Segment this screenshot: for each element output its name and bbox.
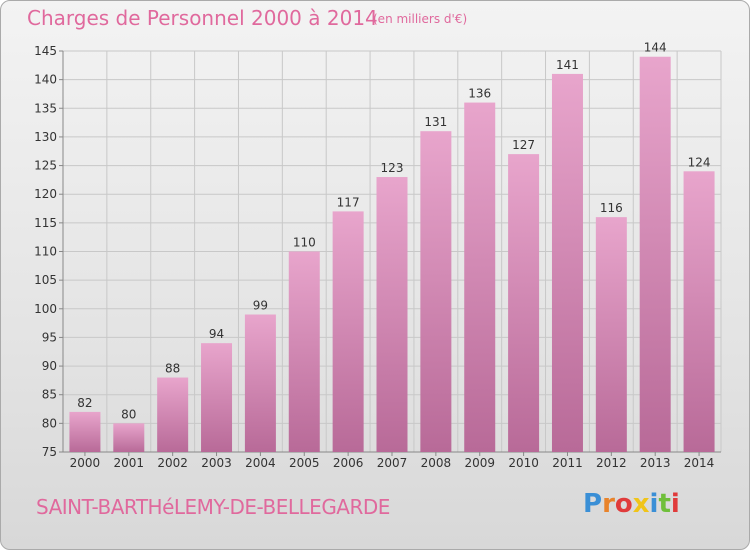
proxiti-logo: Proxiti [583, 489, 680, 519]
bar [464, 102, 496, 453]
x-tick-label: 2013 [640, 456, 671, 470]
logo-letter: t [658, 489, 671, 519]
data-label: 141 [556, 58, 579, 72]
data-label: 131 [424, 115, 447, 129]
x-tick-label: 2001 [114, 456, 145, 470]
y-tick-label: 110 [34, 245, 57, 259]
bar [551, 73, 583, 453]
bar [639, 56, 671, 452]
data-label: 116 [600, 201, 623, 215]
data-label: 117 [337, 195, 360, 209]
chart-title: Charges de Personnel 2000 à 2014 [27, 6, 378, 30]
bar [157, 377, 189, 452]
data-label: 124 [688, 155, 711, 169]
logo-letter: r [602, 489, 615, 519]
data-labels: 82 80 88 94 99 110 117 123 131 136 127 141 116 144 124 [77, 41, 710, 422]
y-tick-label: 80 [42, 416, 57, 430]
x-tick-label: 2009 [464, 456, 495, 470]
y-tick-label: 135 [34, 101, 57, 115]
bar [595, 217, 627, 452]
x-tick-label: 2011 [552, 456, 583, 470]
data-label: 99 [253, 299, 268, 313]
data-label: 94 [209, 327, 224, 341]
y-tick-label: 100 [34, 302, 57, 316]
bar [683, 171, 715, 453]
data-label: 144 [644, 41, 667, 55]
bar [332, 211, 364, 452]
bar [288, 251, 320, 452]
logo-letter: o [614, 489, 633, 519]
commune-name: SAINT-BARTHéLEMY-DE-BELLEGARDE [36, 495, 390, 519]
y-tick-label: 140 [34, 73, 57, 87]
y-tick-label: 85 [42, 388, 57, 402]
x-tick-label: 2014 [684, 456, 715, 470]
data-label: 127 [512, 138, 535, 152]
data-label: 82 [77, 396, 92, 410]
x-tick-label: 2003 [201, 456, 232, 470]
x-tick-label: 2002 [157, 456, 188, 470]
x-tick-label: 2004 [245, 456, 276, 470]
x-tick-label: 2000 [70, 456, 101, 470]
x-tick-label: 2007 [377, 456, 408, 470]
x-tick-label: 2010 [508, 456, 539, 470]
bar [69, 411, 101, 452]
data-label: 136 [468, 87, 491, 101]
y-tick-label: 120 [34, 187, 57, 201]
x-tick-label: 2012 [596, 456, 627, 470]
bar [376, 177, 408, 452]
y-tick-label: 130 [34, 130, 57, 144]
y-tick-label: 125 [34, 159, 57, 173]
y-tick-label: 75 [42, 445, 57, 459]
bar [420, 131, 452, 452]
x-tick-label: 2005 [289, 456, 320, 470]
bar [113, 423, 145, 452]
logo-letter: i [649, 489, 659, 519]
logo-letter: i [670, 489, 680, 519]
y-tick-label: 90 [42, 359, 57, 373]
chart-unit-label: (en milliers d'€) [373, 12, 468, 26]
logo-letter: P [583, 489, 603, 519]
data-label: 123 [381, 161, 404, 175]
y-tick-label: 115 [34, 216, 57, 230]
data-label: 110 [293, 236, 316, 250]
bar [201, 343, 233, 452]
data-label: 88 [165, 362, 180, 376]
y-tick-label: 145 [34, 44, 57, 58]
x-tick-label: 2008 [421, 456, 452, 470]
y-tick-label: 105 [34, 273, 57, 287]
data-label: 80 [121, 407, 136, 421]
x-tick-label: 2006 [333, 456, 364, 470]
bar [244, 314, 276, 452]
bar [508, 154, 540, 452]
logo-letter: x [632, 489, 650, 519]
y-tick-label: 95 [42, 330, 57, 344]
bars [69, 56, 715, 453]
